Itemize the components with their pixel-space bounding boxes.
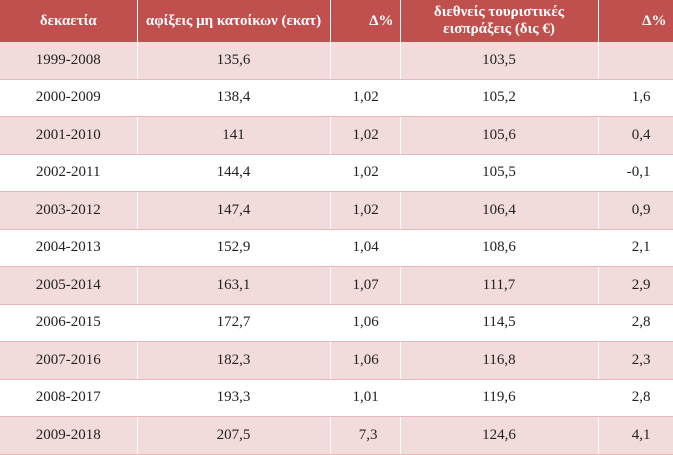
table-cell: 119,6: [400, 379, 599, 417]
table-cell: 2,3: [598, 341, 673, 380]
table-cell: 147,4: [137, 191, 331, 230]
table-row: 1999-2008 135,6 103,5: [0, 42, 673, 80]
table-cell: 141: [137, 116, 331, 155]
header-cell: Δ%: [598, 0, 673, 42]
table-cell: 1,6: [598, 79, 673, 117]
table-cell: 207,5: [137, 416, 331, 455]
table-cell: 1,01: [330, 379, 401, 417]
header-cell: δεκαετία: [0, 0, 138, 42]
table-row: 2003-2012 147,4 1,02 106,4 0,9: [0, 191, 673, 230]
table-cell: 124,6: [400, 416, 599, 455]
table-cell: 2001-2010: [0, 116, 138, 155]
table-cell: 2004-2013: [0, 229, 138, 267]
table-cell: 105,2: [400, 79, 599, 117]
table-cell: 172,7: [137, 304, 331, 342]
table-cell: 103,5: [400, 42, 599, 80]
table-cell: -0,1: [598, 154, 673, 192]
table-cell: 114,5: [400, 304, 599, 342]
table-body: 1999-2008 135,6 103,5 2000-2009 138,4 1,02 105…: [0, 42, 673, 455]
table-row: 2004-2013 152,9 1,04 108,6 2,1: [0, 229, 673, 267]
table-cell: 1,04: [330, 229, 401, 267]
table-cell: 2000-2009: [0, 79, 138, 117]
table-row: 2007-2016 182,3 1,06 116,8 2,3: [0, 341, 673, 380]
table-cell: 2006-2015: [0, 304, 138, 342]
table-row: 2001-2010 141 1,02 105,6 0,4: [0, 116, 673, 155]
table-cell: 2009-2018: [0, 416, 138, 455]
table-cell: 7,3: [330, 416, 401, 455]
table-cell: 1999-2008: [0, 42, 138, 80]
table-cell: 0,9: [598, 191, 673, 230]
table-row: 2000-2009 138,4 1,02 105,2 1,6: [0, 79, 673, 117]
table-cell: [598, 42, 673, 80]
table-row: 2005-2014 163,1 1,07 111,7 2,9: [0, 266, 673, 305]
table-cell: 193,3: [137, 379, 331, 417]
table-cell: 135,6: [137, 42, 331, 80]
table-cell: 2,9: [598, 266, 673, 305]
table-cell: 105,5: [400, 154, 599, 192]
table-cell: 182,3: [137, 341, 331, 380]
table-cell: 2003-2012: [0, 191, 138, 230]
table-cell: 163,1: [137, 266, 331, 305]
table-cell: 144,4: [137, 154, 331, 192]
header-row: δεκαετία αφίξεις μη κατοίκων (εκατ) Δ% διεθ…: [0, 0, 673, 42]
header-cell: αφίξεις μη κατοίκων (εκατ): [137, 0, 331, 42]
table-cell: 1,07: [330, 266, 401, 305]
table-cell: 1,02: [330, 191, 401, 230]
table-cell: 2008-2017: [0, 379, 138, 417]
table-cell: 4,1: [598, 416, 673, 455]
table-row: 2008-2017 193,3 1,01 119,6 2,8: [0, 379, 673, 417]
table-cell: 2,8: [598, 379, 673, 417]
table-cell: 116,8: [400, 341, 599, 380]
table-cell: 152,9: [137, 229, 331, 267]
table-cell: 0,4: [598, 116, 673, 155]
table-cell: 1,06: [330, 304, 401, 342]
table-cell: 2002-2011: [0, 154, 138, 192]
table-row: 2006-2015 172,7 1,06 114,5 2,8: [0, 304, 673, 342]
table-cell: 2005-2014: [0, 266, 138, 305]
table-row: 2009-2018 207,5 7,3 124,6 4,1: [0, 416, 673, 455]
table-cell: 2007-2016: [0, 341, 138, 380]
table-cell: [330, 42, 401, 80]
header-cell: διεθνείς τουριστικές εισπράξεις (δις €): [400, 0, 599, 42]
table-cell: 1,02: [330, 116, 401, 155]
table-cell: 138,4: [137, 79, 331, 117]
table-cell: 1,02: [330, 79, 401, 117]
table-cell: 1,06: [330, 341, 401, 380]
table-cell: 2,1: [598, 229, 673, 267]
table-cell: 2,8: [598, 304, 673, 342]
table-row: 2002-2011 144,4 1,02 105,5 -0,1: [0, 154, 673, 192]
table-cell: 111,7: [400, 266, 599, 305]
header-cell: Δ%: [330, 0, 401, 42]
table-cell: 105,6: [400, 116, 599, 155]
table-cell: 106,4: [400, 191, 599, 230]
table-cell: 1,02: [330, 154, 401, 192]
table-cell: 108,6: [400, 229, 599, 267]
